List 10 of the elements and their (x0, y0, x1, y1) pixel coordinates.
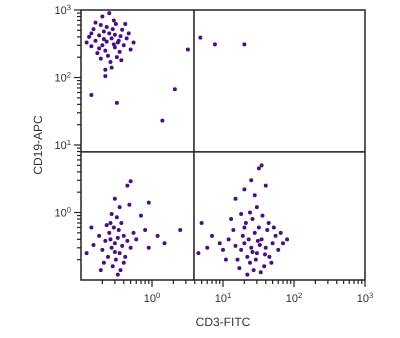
y-tick-label: 10$^{0}$ (54, 205, 71, 220)
y-tick-label: 10$^{3}$ (54, 2, 71, 17)
x-tick-label: 10$^{3}$ (356, 290, 374, 305)
y-tick-label: 10$^{2}$ (54, 70, 71, 84)
x-tick-label: 10$^{2}$ (286, 290, 302, 305)
y-tick-label: 10$^{1}$ (54, 138, 71, 152)
x-axis-title: CD3-FITC (196, 315, 251, 329)
x-tick-label: 10$^{0}$ (144, 290, 160, 305)
x-tick-label: 10$^{1}$ (214, 290, 232, 305)
y-axis-title: CD19-APC (31, 114, 45, 175)
